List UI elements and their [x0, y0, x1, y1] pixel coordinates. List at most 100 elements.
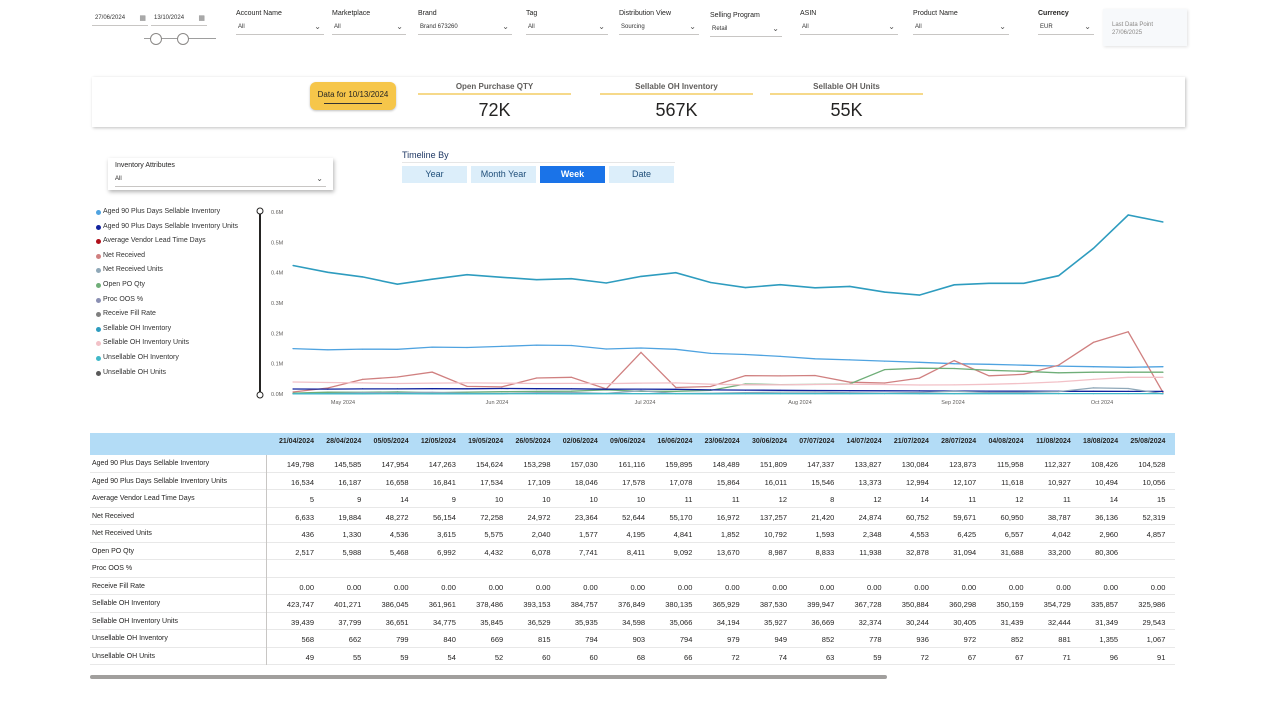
filter-asin[interactable]: ASIN All ⌄: [800, 10, 898, 40]
inventory-attributes-slicer[interactable]: Inventory Attributes All ⌄: [108, 158, 333, 190]
column-header[interactable]: 09/06/2024: [610, 438, 646, 445]
table-cell: 13,373: [858, 477, 882, 487]
table-cell: 17,534: [480, 477, 504, 487]
table-cell: 4,042: [1052, 530, 1071, 539]
chevron-down-icon[interactable]: ⌄: [316, 174, 323, 183]
column-header[interactable]: 19/05/2024: [468, 438, 504, 445]
filter-tag[interactable]: Tag All ⌄: [526, 10, 608, 40]
legend-item[interactable]: Proc OOS %: [96, 296, 238, 311]
row-label: Sellable OH Inventory Units: [92, 617, 178, 625]
y-tick-label: 0.6M: [271, 210, 284, 216]
legend-item[interactable]: Receive Fill Rate: [96, 310, 238, 325]
end-date-input[interactable]: 13/10/2024 ▦: [151, 12, 207, 26]
data-point: [953, 284, 955, 286]
legend-item[interactable]: Aged 90 Plus Days Sellable Inventory Uni…: [96, 223, 238, 238]
filter-product-name[interactable]: Product Name All ⌄: [913, 10, 1009, 40]
legend-dot-icon: [96, 370, 101, 376]
legend-label: Sellable OH Inventory: [103, 324, 172, 332]
column-header[interactable]: 16/06/2024: [657, 438, 693, 445]
legend-item[interactable]: Unsellable OH Units: [96, 369, 238, 384]
column-header[interactable]: 21/04/2024: [278, 438, 314, 445]
legend-item[interactable]: Net Received Units: [96, 266, 238, 281]
data-point: [570, 278, 572, 280]
chevron-down-icon[interactable]: ⌄: [689, 22, 696, 31]
filter-dropdown[interactable]: All ⌄: [526, 21, 608, 35]
chevron-down-icon[interactable]: ⌄: [999, 22, 1006, 31]
chevron-down-icon[interactable]: ⌄: [314, 22, 321, 31]
filter-dropdown[interactable]: All ⌄: [332, 21, 406, 35]
start-date-input[interactable]: 27/06/2024 ▦: [92, 12, 148, 26]
chevron-down-icon[interactable]: ⌄: [598, 22, 605, 31]
row-label: Aged 90 Plus Days Sellable Inventory: [92, 460, 210, 467]
filter-dropdown[interactable]: All ⌄: [800, 21, 898, 35]
timeline-year-button[interactable]: Year: [402, 166, 467, 183]
table-horizontal-scrollbar[interactable]: [90, 675, 887, 679]
column-header[interactable]: 05/05/2024: [373, 438, 409, 445]
table-cell: 662: [348, 635, 362, 644]
column-header[interactable]: 14/07/2024: [846, 438, 882, 445]
filter-selling-program[interactable]: Selling Program Retail ⌄: [710, 12, 782, 42]
column-header[interactable]: 02/06/2024: [562, 438, 598, 445]
column-header[interactable]: 25/08/2024: [1130, 438, 1166, 445]
filter-distribution-view[interactable]: Distribution View Sourcing ⌄: [619, 10, 699, 40]
column-header[interactable]: 0: [1166, 438, 1175, 445]
column-header[interactable]: 21/07/2024: [893, 438, 929, 445]
calendar-icon[interactable]: ▦: [139, 15, 146, 22]
legend-item[interactable]: Open PO Qty: [96, 281, 238, 296]
date-range-end-handle[interactable]: [177, 33, 189, 45]
timeline-week-button[interactable]: Week: [540, 166, 605, 183]
table-cell: 16,658: [385, 477, 409, 487]
data-point: [675, 388, 677, 390]
legend-item[interactable]: Aged 90 Plus Days Sellable Inventory: [96, 208, 238, 223]
column-header[interactable]: 04/08/2024: [988, 438, 1024, 445]
data-point: [1127, 214, 1129, 216]
filter-currency[interactable]: Currency EUR ⌄: [1038, 10, 1094, 40]
column-header[interactable]: 23/06/2024: [704, 438, 740, 445]
table-cell: 147,337: [807, 460, 835, 469]
legend-item[interactable]: Sellable OH Inventory Units: [96, 339, 238, 354]
filter-account-name[interactable]: Account Name All ⌄: [236, 10, 324, 40]
chevron-down-icon[interactable]: ⌄: [502, 22, 509, 31]
filter-dropdown[interactable]: All ⌄: [236, 21, 324, 35]
inventory-attributes-dropdown[interactable]: All ⌄: [115, 174, 326, 187]
table-cell: 30,405: [953, 617, 977, 627]
table-cell: 1,355: [1099, 635, 1119, 644]
column-header[interactable]: 28/07/2024: [941, 438, 977, 445]
filter-dropdown[interactable]: Retail ⌄: [710, 23, 782, 37]
column-header[interactable]: 18/08/2024: [1083, 438, 1119, 445]
table-cell: 55: [352, 652, 362, 662]
chevron-down-icon[interactable]: ⌄: [396, 22, 403, 31]
data-point: [466, 393, 468, 395]
filter-dropdown[interactable]: All ⌄: [913, 21, 1009, 35]
legend-dot-icon: [96, 341, 101, 347]
column-header[interactable]: 28/04/2024: [326, 438, 362, 445]
chevron-down-icon[interactable]: ⌄: [1084, 22, 1091, 31]
chevron-down-icon[interactable]: ⌄: [772, 24, 779, 33]
filter-dropdown[interactable]: EUR ⌄: [1038, 21, 1094, 35]
data-for-button[interactable]: Data for 10/13/2024: [310, 82, 396, 110]
chevron-down-icon[interactable]: ⌄: [888, 22, 895, 31]
filter-marketplace[interactable]: Marketplace All ⌄: [332, 10, 406, 40]
table-row-header-divider: [266, 455, 267, 665]
legend-item[interactable]: Sellable OH Inventory: [96, 325, 238, 340]
kpi-card: [92, 77, 1185, 127]
timeline-date-button[interactable]: Date: [609, 166, 674, 183]
column-header[interactable]: 26/05/2024: [515, 438, 551, 445]
legend-item[interactable]: Unsellable OH Inventory: [96, 354, 238, 369]
date-range-start-handle[interactable]: [150, 33, 162, 45]
column-header[interactable]: 11/08/2024: [1036, 438, 1071, 445]
timeline-month-year-button[interactable]: Month Year: [471, 166, 536, 183]
legend-item[interactable]: Net Received: [96, 252, 238, 267]
filter-brand[interactable]: Brand Brand 673260 ⌄: [418, 10, 512, 40]
table-cell: 24,972: [527, 512, 551, 522]
table-cell: 24,874: [858, 512, 882, 522]
filter-dropdown[interactable]: Brand 673260 ⌄: [418, 21, 512, 35]
calendar-icon[interactable]: ▦: [198, 15, 205, 22]
filter-dropdown[interactable]: Sourcing ⌄: [619, 21, 699, 35]
legend-item[interactable]: Average Vendor Lead Time Days: [96, 237, 238, 252]
table-cell: 10: [494, 495, 504, 504]
column-header[interactable]: 12/05/2024: [420, 438, 456, 445]
column-header[interactable]: 07/07/2024: [799, 438, 835, 445]
table-cell: 4,857: [1146, 530, 1166, 539]
column-header[interactable]: 30/06/2024: [751, 438, 787, 445]
